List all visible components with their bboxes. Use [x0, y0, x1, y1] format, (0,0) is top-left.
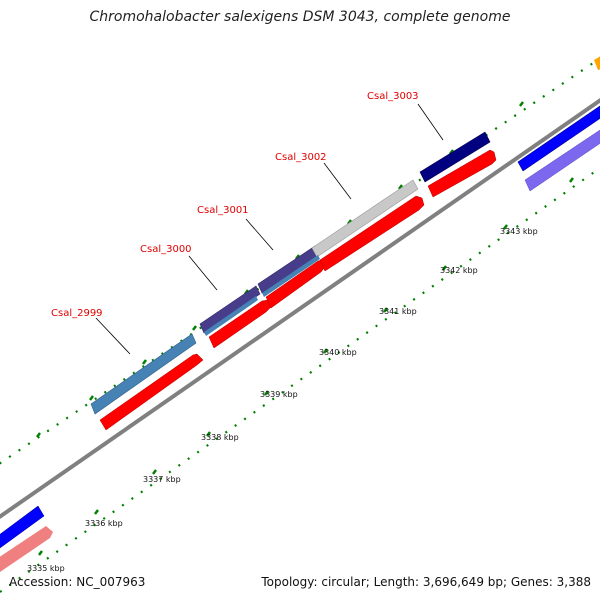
feature-csal-3002 — [311, 179, 419, 258]
sub-strip-3001 — [262, 255, 320, 297]
feature-csal-2999 — [90, 333, 197, 415]
tick-label-3341: 3341 kbp — [379, 307, 417, 316]
accession-label: Accession: NC_007963 — [9, 575, 146, 589]
genome-summary: Topology: circular; Length: 3,696,649 bp… — [261, 575, 591, 589]
gene-label-csal-3000: Csal_3000 — [140, 244, 192, 255]
tick-label-3337: 3337 kbp — [143, 475, 181, 484]
cds-2999 — [99, 353, 204, 431]
tick-label-3335: 3335 kbp — [27, 564, 65, 573]
feature-orange-edge — [594, 56, 600, 70]
tick-label-3339: 3339 kbp — [260, 390, 298, 399]
cds-3002 — [319, 195, 425, 272]
feature-csal-3003 — [419, 131, 491, 183]
feature-csal-3000 — [199, 285, 261, 334]
cds-3003 — [427, 149, 497, 198]
tick-label-3340: 3340 kbp — [319, 348, 357, 357]
inner-major-ticks — [38, 177, 574, 556]
cds-light-left — [0, 526, 53, 572]
feature-blue-left — [0, 505, 45, 549]
tick-label-3343: 3343 kbp — [500, 227, 538, 236]
sub-strip-3000 — [204, 296, 258, 336]
tick-label-3338: 3338 kbp — [201, 433, 239, 442]
gene-label-csal-3002: Csal_3002 — [275, 152, 327, 163]
map-title: Chromohalobacter salexigens DSM 3043, co… — [89, 9, 511, 25]
gene-label-csal-3001: Csal_3001 — [197, 205, 249, 216]
feature-slateblue-right — [524, 129, 600, 192]
gene-label-csal-3003: Csal_3003 — [367, 91, 419, 102]
genome-backbone — [0, 98, 600, 519]
tick-label-3336: 3336 kbp — [85, 519, 123, 528]
tick-label-3342: 3342 kbp — [440, 266, 478, 275]
gene-label-csal-2999: Csal_2999 — [51, 308, 103, 319]
feature-blue-right — [517, 105, 600, 172]
gene-label-leaders — [95, 103, 444, 355]
